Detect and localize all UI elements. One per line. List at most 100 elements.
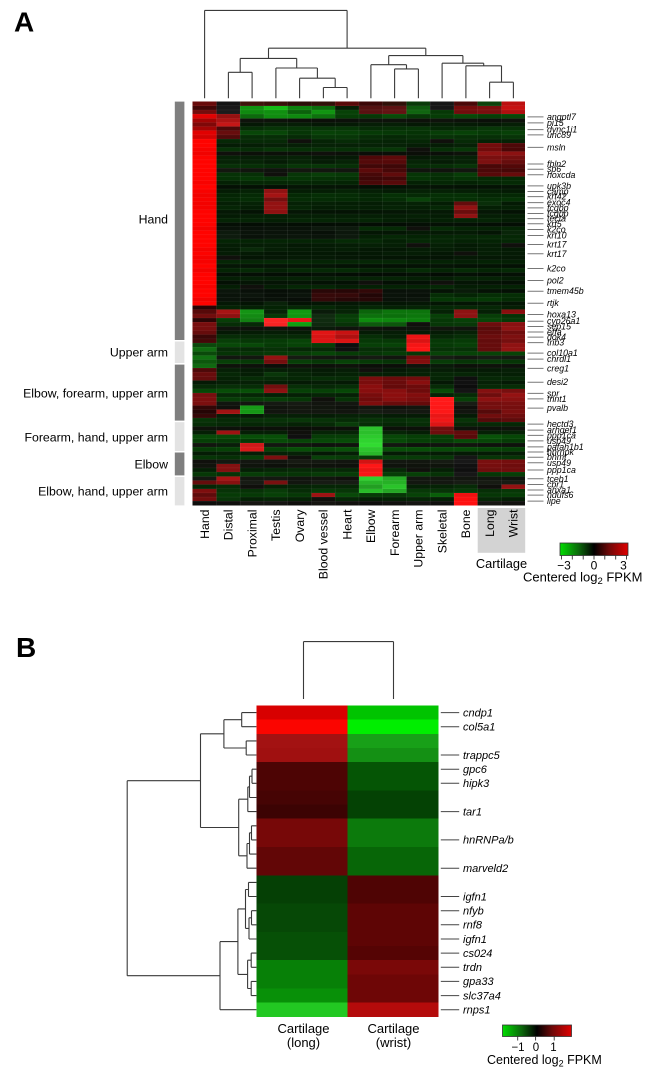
svg-text:ndufs6: ndufs6 [547, 490, 574, 500]
svg-text:desi2: desi2 [547, 377, 568, 387]
svg-text:(long): (long) [287, 1035, 320, 1050]
svg-text:hnrnpk: hnrnpk [547, 447, 574, 457]
svg-text:Hand: Hand [139, 212, 169, 226]
svg-text:pafah1b1: pafah1b1 [546, 442, 584, 452]
svg-text:Cartilage: Cartilage [367, 1021, 419, 1036]
svg-text:tmem45b: tmem45b [547, 286, 584, 296]
svg-text:(wrist): (wrist) [376, 1035, 411, 1050]
svg-text:creg1: creg1 [547, 363, 569, 373]
svg-text:tecta: tecta [547, 214, 566, 224]
svg-text:rnf8: rnf8 [463, 920, 483, 932]
svg-text:trib3: trib3 [547, 338, 564, 348]
svg-text:hoxa13: hoxa13 [547, 309, 576, 319]
svg-text:rtjk: rtjk [547, 298, 559, 308]
svg-text:anxa1: anxa1 [547, 485, 571, 495]
svg-text:tar1: tar1 [463, 806, 482, 818]
svg-text:col10a1: col10a1 [547, 348, 578, 358]
svg-text:sp6: sp6 [547, 164, 561, 174]
svg-text:krt17: krt17 [547, 240, 568, 250]
svg-text:Ovary: Ovary [293, 509, 307, 543]
svg-text:Elbow, forearm, upper arm: Elbow, forearm, upper arm [23, 386, 168, 400]
svg-text:k2co: k2co [547, 224, 566, 234]
svg-text:effa: effa [547, 327, 562, 337]
svg-text:hipk3: hipk3 [463, 778, 490, 790]
svg-text:dok4: dok4 [547, 332, 566, 342]
svg-text:Proximal: Proximal [246, 510, 260, 558]
svg-text:bhmt: bhmt [547, 452, 567, 462]
svg-text:k2co: k2co [547, 264, 566, 274]
svg-text:krt5: krt5 [547, 219, 562, 229]
svg-text:hnRNPa/b: hnRNPa/b [463, 835, 514, 847]
svg-text:tceb1: tceb1 [547, 474, 569, 484]
svg-text:Upper arm: Upper arm [412, 510, 426, 568]
svg-text:unc89: unc89 [547, 130, 571, 140]
svg-text:Upper arm: Upper arm [110, 345, 168, 359]
svg-text:Elbow: Elbow [364, 509, 378, 543]
svg-text:Cartilage: Cartilage [476, 556, 527, 571]
svg-text:gpa33: gpa33 [463, 976, 494, 988]
svg-text:Skeletal: Skeletal [436, 510, 450, 554]
svg-text:camp: camp [547, 187, 569, 197]
svg-text:Long: Long [483, 509, 497, 537]
svg-text:Centered log2 FPKM: Centered log2 FPKM [487, 1053, 602, 1069]
svg-text:pvalb: pvalb [546, 403, 568, 413]
svg-text:fcgbp: fcgbp [547, 209, 569, 219]
svg-text:igfn1: igfn1 [463, 891, 487, 903]
svg-text:Centered log2 FPKM: Centered log2 FPKM [523, 570, 642, 588]
svg-text:1: 1 [550, 1042, 556, 1054]
svg-text:krt17: krt17 [547, 249, 568, 259]
svg-text:A: A [14, 7, 34, 38]
svg-text:Elbow, hand, upper arm: Elbow, hand, upper arm [38, 484, 168, 498]
svg-text:Distal: Distal [222, 510, 236, 541]
svg-text:Wrist: Wrist [507, 509, 521, 537]
svg-text:−1: −1 [511, 1042, 524, 1054]
svg-text:Blood vessel: Blood vessel [317, 510, 331, 580]
svg-text:krt42: krt42 [547, 192, 567, 202]
svg-text:Bone: Bone [459, 509, 473, 538]
svg-text:hectd3: hectd3 [547, 419, 574, 429]
svg-text:ppp1ca: ppp1ca [546, 465, 576, 475]
svg-text:cs024: cs024 [463, 948, 492, 960]
svg-text:usp49: usp49 [547, 458, 571, 468]
svg-text:upk3b: upk3b [547, 181, 571, 191]
svg-text:marveld2: marveld2 [463, 863, 508, 875]
svg-text:0: 0 [591, 559, 598, 573]
svg-text:usp49: usp49 [547, 436, 571, 446]
svg-text:arhgef1: arhgef1 [547, 425, 577, 435]
svg-text:lipe: lipe [547, 496, 561, 506]
svg-text:cbr1: cbr1 [547, 479, 564, 489]
svg-text:ppp1ca: ppp1ca [546, 430, 576, 440]
svg-text:igfn1: igfn1 [463, 934, 487, 946]
svg-text:tnnt1: tnnt1 [547, 394, 567, 404]
svg-text:fbln2: fbln2 [547, 159, 566, 169]
svg-text:Elbow: Elbow [135, 457, 169, 471]
svg-text:krt10: krt10 [547, 230, 567, 240]
svg-text:sep15: sep15 [547, 321, 571, 331]
svg-text:cyp26a1: cyp26a1 [547, 316, 580, 326]
svg-text:fcgbp: fcgbp [547, 203, 569, 213]
svg-text:Testis: Testis [269, 510, 283, 541]
svg-text:slc37a4: slc37a4 [463, 990, 501, 1002]
svg-text:Heart: Heart [341, 509, 355, 540]
svg-text:Forearm: Forearm [388, 510, 402, 556]
svg-text:hoxcda: hoxcda [547, 170, 575, 180]
svg-text:0: 0 [533, 1042, 539, 1054]
svg-text:rnps1: rnps1 [463, 1005, 491, 1017]
svg-text:cndp1: cndp1 [463, 707, 493, 719]
svg-text:chrdl1: chrdl1 [547, 354, 571, 364]
svg-text:trdn: trdn [463, 962, 482, 974]
svg-text:pi15: pi15 [546, 118, 564, 128]
svg-text:Cartilage: Cartilage [277, 1021, 329, 1036]
svg-text:3: 3 [620, 559, 627, 573]
svg-text:B: B [16, 632, 36, 663]
svg-text:−3: −3 [557, 559, 571, 573]
svg-text:angptl7: angptl7 [547, 112, 577, 122]
svg-text:Hand: Hand [198, 509, 212, 539]
svg-text:pol2: pol2 [546, 276, 564, 286]
svg-text:exoc4: exoc4 [547, 198, 571, 208]
svg-text:spr: spr [547, 388, 560, 398]
svg-text:gpc6: gpc6 [463, 764, 488, 776]
svg-text:Forearm, hand, upper arm: Forearm, hand, upper arm [24, 430, 168, 444]
svg-text:col5a1: col5a1 [463, 722, 495, 734]
svg-text:nfyb: nfyb [463, 906, 484, 918]
